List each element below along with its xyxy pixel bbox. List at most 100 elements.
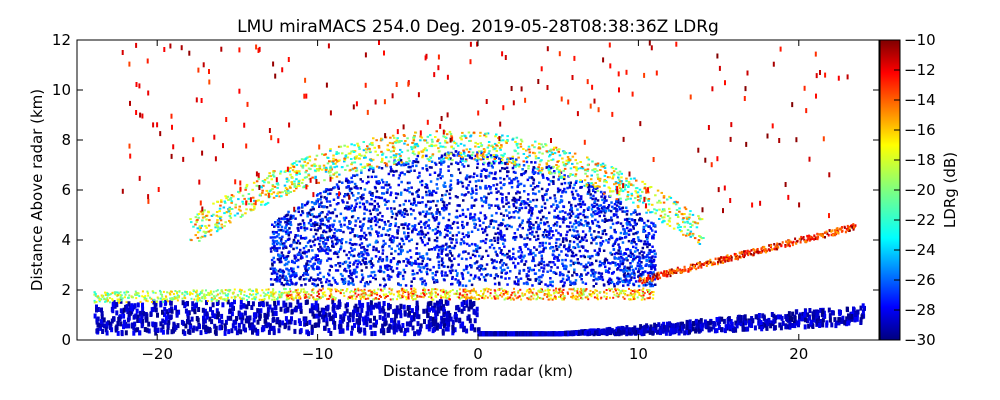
- ice-cloud-cell: [385, 257, 389, 261]
- boundary-layer-cell: [316, 313, 320, 319]
- boundary-layer-cell: [852, 306, 855, 312]
- ice-cloud-cell: [323, 245, 326, 248]
- melting-layer-cell: [444, 296, 447, 299]
- boundary-layer-cell: [285, 319, 289, 325]
- boundary-layer-cell: [355, 312, 359, 317]
- ice-cloud-cell: [601, 229, 605, 233]
- boundary-layer-cell: [183, 301, 187, 307]
- melting-layer-cell: [574, 297, 577, 300]
- boundary-layer-cell: [659, 330, 662, 336]
- ice-cloud-cell: [431, 213, 435, 216]
- ice-cloud-cell: [495, 211, 498, 215]
- ice-cloud-cell: [496, 275, 500, 278]
- melting-layer-cell: [424, 288, 427, 291]
- ice-cloud-cell: [369, 193, 373, 197]
- melting-layer-cell: [497, 288, 500, 291]
- melting-layer-cell: [552, 297, 555, 300]
- ice-cloud-cell: [629, 255, 633, 258]
- melting-layer-cell: [592, 292, 595, 295]
- boundary-layer-cell: [266, 322, 270, 328]
- ice-cloud-cell: [527, 228, 530, 232]
- ice-cloud-cell: [606, 219, 610, 222]
- melting-layer-cell: [296, 294, 299, 297]
- ice-cloud-cell: [611, 205, 614, 209]
- boundary-layer-cell: [265, 301, 269, 307]
- ice-cloud-cell: [448, 202, 451, 205]
- boundary-layer-cell: [469, 301, 473, 307]
- ice-cloud-cell: [394, 217, 397, 221]
- ice-cloud-cell: [580, 274, 583, 277]
- boundary-layer-cell: [433, 302, 437, 308]
- melting-layer-cell: [303, 296, 306, 299]
- ice-cloud-cell: [459, 171, 462, 175]
- boundary-layer-cell: [595, 329, 599, 335]
- melting-layer-cell: [505, 291, 508, 294]
- ice-cloud-cell: [612, 207, 616, 210]
- melting-layer-cell: [240, 298, 243, 300]
- ice-cloud-cell: [392, 200, 396, 203]
- chart-title: LMU miraMACS 254.0 Deg. 2019-05-28T08:38…: [237, 17, 719, 37]
- boundary-layer-cell: [586, 331, 590, 337]
- ice-cloud-cell: [570, 203, 573, 207]
- ice-cloud-cell: [603, 220, 607, 223]
- ice-cloud-cell: [525, 273, 529, 276]
- boundary-layer-cell: [122, 324, 125, 330]
- boundary-layer-cell: [605, 331, 609, 337]
- ice-cloud-cell: [597, 276, 601, 279]
- melting-layer-cell: [561, 293, 564, 296]
- ice-cloud-cell: [460, 193, 464, 196]
- ice-cloud-cell: [530, 214, 533, 217]
- boundary-layer-cell: [461, 321, 465, 327]
- ice-cloud-cell: [578, 249, 582, 253]
- ice-cloud-cell: [417, 222, 421, 225]
- ice-cloud-cell: [537, 276, 541, 279]
- ice-cloud-cell: [437, 249, 441, 252]
- ice-cloud-cell: [497, 157, 501, 160]
- melting-layer-cell: [434, 288, 437, 291]
- boundary-layer-cell: [715, 328, 719, 334]
- ice-cloud-cell: [319, 236, 323, 240]
- melting-layer-cell: [347, 297, 350, 300]
- ice-cloud-cell: [394, 192, 398, 195]
- boundary-layer-cell: [653, 322, 657, 328]
- boundary-layer-cell: [403, 311, 407, 317]
- melting-layer-cell: [474, 290, 477, 293]
- ice-cloud-cell: [446, 234, 449, 237]
- ice-cloud-cell: [363, 250, 366, 253]
- ice-cloud-cell: [553, 257, 556, 260]
- ice-cloud-cell: [404, 163, 407, 166]
- boundary-layer-cell: [827, 307, 831, 313]
- ice-cloud-cell: [280, 225, 284, 229]
- boundary-layer-cell: [430, 322, 433, 328]
- ice-cloud-cell: [296, 234, 299, 237]
- boundary-layer-cell: [211, 310, 215, 316]
- melting-layer-cell: [357, 293, 360, 296]
- ice-cloud-cell: [301, 219, 305, 222]
- boundary-layer-cell: [759, 320, 763, 325]
- ice-cloud-cell: [504, 277, 507, 280]
- boundary-layer-cell: [252, 312, 256, 318]
- ice-cloud-cell: [587, 182, 590, 185]
- melting-layer-cell: [135, 293, 138, 296]
- boundary-layer-cell: [202, 324, 205, 330]
- melting-layer-cell: [503, 298, 506, 301]
- melting-layer-cell: [495, 294, 498, 297]
- melting-layer-cell: [192, 289, 195, 292]
- ice-cloud-cell: [497, 223, 501, 227]
- melting-layer-cell: [135, 292, 138, 295]
- melting-layer-cell: [105, 299, 108, 302]
- ice-cloud-cell: [425, 262, 429, 266]
- ice-cloud-cell: [571, 212, 575, 215]
- ice-cloud-cell: [283, 215, 286, 219]
- melting-layer-cell: [335, 288, 338, 291]
- ice-cloud-cell: [527, 218, 530, 222]
- boundary-layer-cell: [270, 325, 274, 331]
- ice-cloud-cell: [538, 282, 541, 285]
- ice-cloud-cell: [470, 216, 474, 219]
- melting-layer-cell: [648, 289, 651, 292]
- melting-layer-cell: [255, 290, 257, 293]
- ice-cloud-cell: [433, 171, 437, 174]
- boundary-layer-cell: [837, 317, 841, 323]
- melting-layer-cell: [383, 294, 386, 297]
- ice-cloud-cell: [648, 258, 651, 261]
